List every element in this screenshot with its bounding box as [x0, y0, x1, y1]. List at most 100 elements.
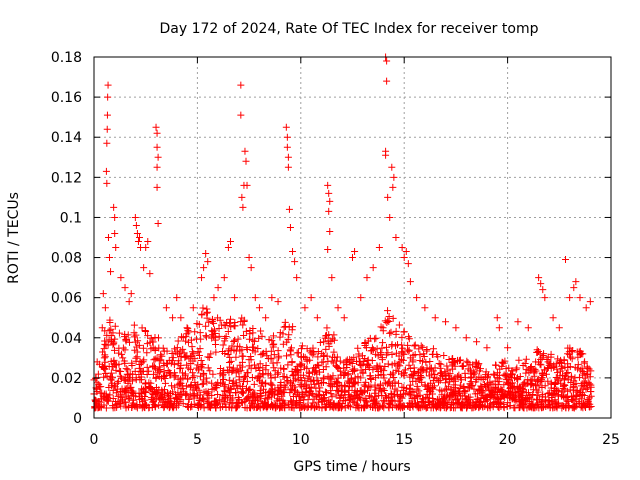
data-point: [177, 396, 185, 404]
data-point: [281, 322, 289, 330]
data-point: [187, 381, 195, 389]
data-point: [267, 354, 275, 362]
data-point: [559, 371, 567, 379]
data-point: [349, 367, 357, 375]
data-point: [101, 340, 109, 348]
data-point: [244, 387, 252, 395]
data-point: [235, 373, 243, 381]
data-point: [490, 370, 498, 378]
data-point: [483, 344, 491, 352]
data-point: [336, 367, 344, 375]
data-point: [242, 157, 250, 165]
data-point: [291, 258, 299, 266]
data-point: [196, 391, 204, 399]
data-point: [309, 344, 317, 352]
data-point: [386, 329, 394, 337]
data-point: [491, 377, 499, 385]
data-point: [507, 371, 515, 379]
data-point: [347, 376, 355, 384]
data-point: [243, 344, 251, 352]
data-point: [564, 369, 572, 377]
data-point: [238, 314, 246, 322]
data-point: [585, 403, 593, 411]
data-point: [190, 401, 198, 409]
data-point: [579, 385, 587, 393]
data-point: [146, 270, 154, 278]
data-point: [242, 372, 250, 380]
data-point: [153, 143, 161, 151]
data-point: [219, 341, 227, 349]
data-point: [124, 331, 132, 339]
data-point: [372, 386, 380, 394]
data-point: [146, 338, 154, 346]
data-point: [244, 369, 252, 377]
data-point: [359, 388, 367, 396]
data-point: [384, 317, 392, 325]
data-point: [435, 360, 443, 368]
data-point: [293, 274, 301, 282]
data-point: [357, 374, 365, 382]
data-point: [174, 401, 182, 409]
data-point: [176, 365, 184, 373]
data-point: [555, 377, 563, 385]
data-point: [110, 203, 118, 211]
data-point: [472, 358, 480, 366]
data-point: [321, 394, 329, 402]
data-point: [105, 327, 113, 335]
data-point: [483, 374, 491, 382]
data-point: [182, 390, 190, 398]
data-point: [222, 332, 230, 340]
data-point: [153, 163, 161, 171]
data-point: [204, 258, 212, 266]
data-point: [163, 360, 171, 368]
data-point: [324, 181, 332, 189]
data-point: [539, 404, 547, 412]
data-point: [250, 343, 258, 351]
data-point: [285, 323, 293, 331]
data-point: [371, 389, 379, 397]
data-point: [406, 381, 414, 389]
data-point: [379, 371, 387, 379]
data-point: [395, 379, 403, 387]
data-point: [134, 337, 142, 345]
data-point: [386, 213, 394, 221]
data-point: [107, 369, 115, 377]
data-point: [155, 344, 163, 352]
data-point: [179, 345, 187, 353]
data-point: [338, 387, 346, 395]
data-point: [208, 391, 216, 399]
data-point: [546, 360, 554, 368]
data-point: [340, 314, 348, 322]
data-point: [384, 349, 392, 357]
data-point: [535, 382, 543, 390]
data-point: [518, 387, 526, 395]
data-point: [367, 376, 375, 384]
data-point: [451, 377, 459, 385]
data-point: [334, 304, 342, 312]
data-point: [262, 314, 270, 322]
data-point: [357, 396, 365, 404]
data-point: [375, 244, 383, 252]
data-point: [194, 348, 202, 356]
data-point: [506, 402, 514, 410]
data-point: [560, 381, 568, 389]
data-point: [143, 363, 151, 371]
data-point: [233, 381, 241, 389]
data-point: [114, 399, 122, 407]
data-point: [99, 363, 107, 371]
data-point: [199, 395, 207, 403]
data-point: [249, 324, 257, 332]
data-point: [214, 314, 222, 322]
data-point: [322, 389, 330, 397]
data-point: [222, 322, 230, 330]
data-point: [284, 361, 292, 369]
data-point: [379, 327, 387, 335]
data-point: [340, 364, 348, 372]
data-point: [121, 385, 129, 393]
data-point: [341, 383, 349, 391]
data-point: [255, 334, 263, 342]
data-point: [499, 359, 507, 367]
data-point: [562, 256, 570, 264]
data-point: [351, 248, 359, 256]
data-point: [376, 380, 384, 388]
